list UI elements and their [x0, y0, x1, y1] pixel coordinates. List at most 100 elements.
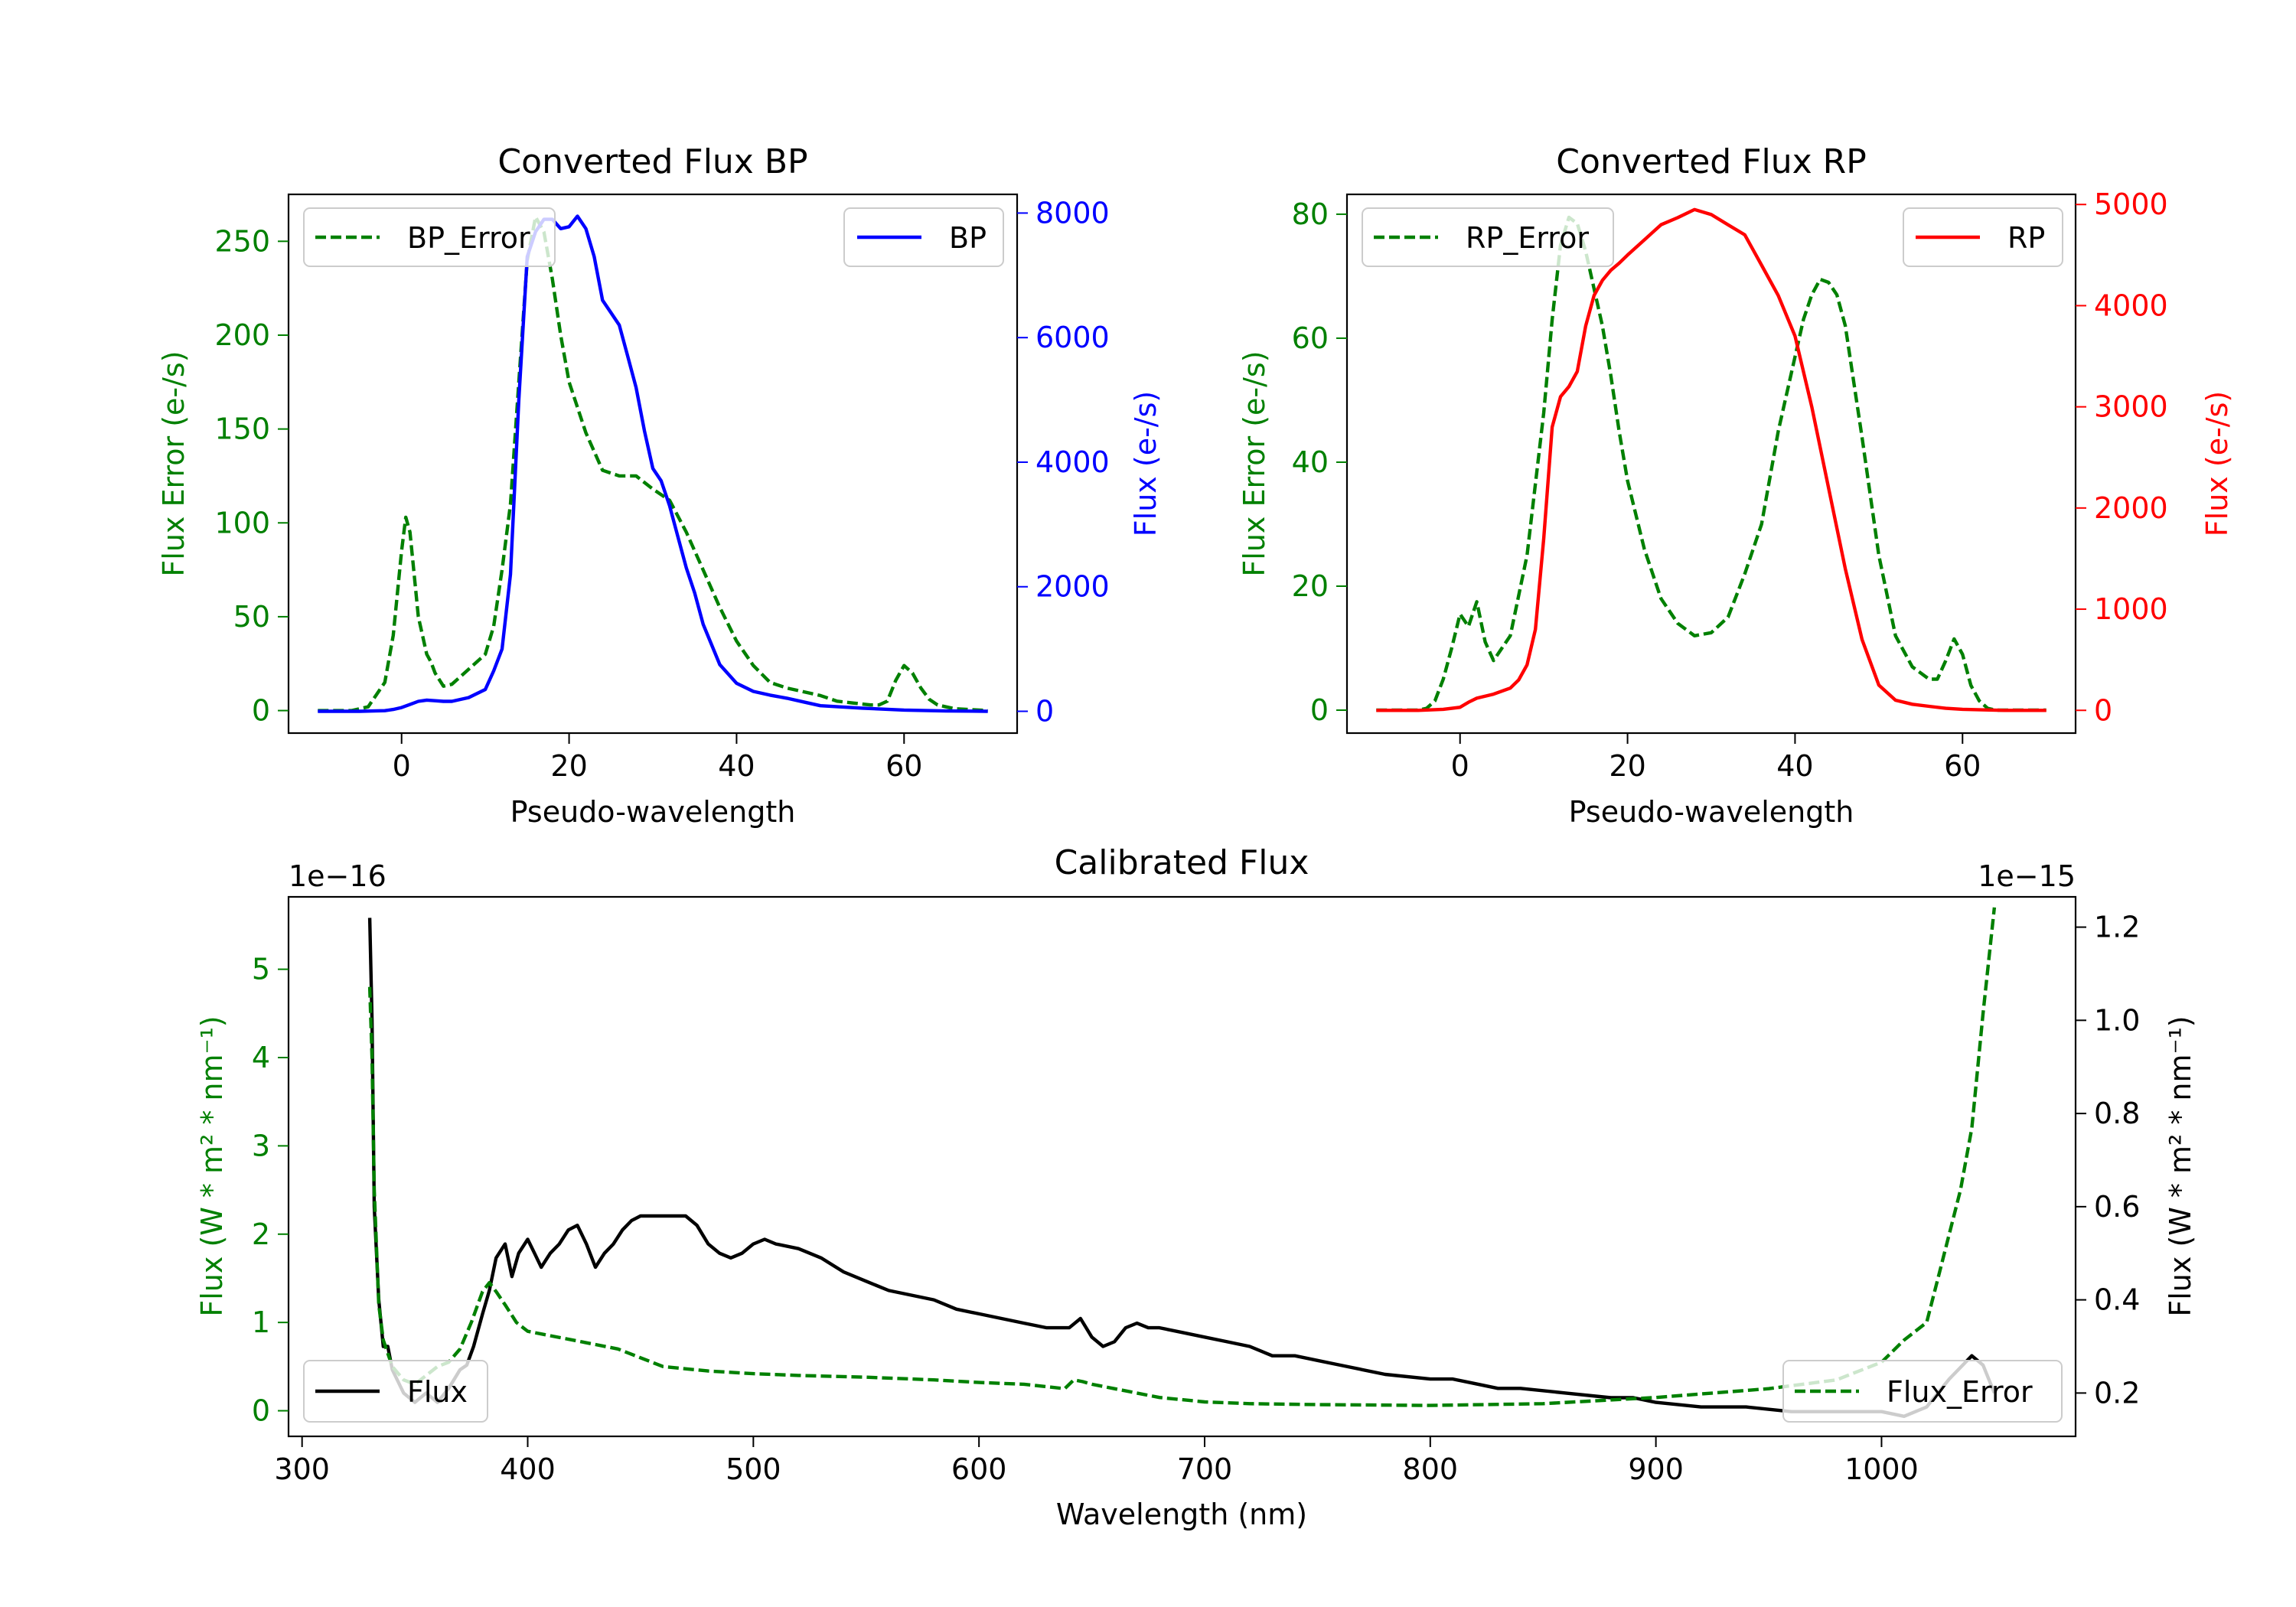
- rp-title: Converted Flux RP: [1556, 142, 1867, 181]
- rp-legend-error-label: RP_Error: [1466, 221, 1589, 255]
- bp-xtick-label: 40: [718, 749, 755, 783]
- rp-legend-flux-box: [1903, 207, 2063, 267]
- rp-legend-error: RP_Error: [1362, 207, 1614, 267]
- calib-ytick-right-label: 1.2: [2094, 911, 2140, 944]
- calib-ylabel-right: Flux (W * m² * nm⁻¹): [2164, 1015, 2197, 1316]
- rp-ytick-right-label: 4000: [2094, 288, 2168, 322]
- calib-ylabel-left: Flux (W * m² * nm⁻¹): [195, 1015, 229, 1316]
- rp-series-rp: [1376, 207, 2047, 712]
- calib-legend-error: Flux_Error: [1782, 1360, 2063, 1423]
- calib-legend-flux: Flux: [303, 1360, 488, 1423]
- bp-ytick-right-label: 8000: [1035, 196, 1110, 230]
- rp-panel: Converted Flux RP 0 20 40 60 0 20 40 60 80 0 1000 2…: [1238, 142, 2234, 829]
- rp-axes-frame: [1345, 193, 2077, 735]
- bp-ytick-right-label: 4000: [1035, 445, 1110, 479]
- calib-ytick-right-label: 1.0: [2094, 1003, 2140, 1037]
- calib-xtick-label: 500: [726, 1452, 781, 1486]
- calib-ytick-left-label: 1: [252, 1305, 270, 1339]
- calib-ytick-right-label: 0.2: [2094, 1376, 2140, 1410]
- calib-plot-lines: [367, 907, 1997, 1419]
- calib-ytick-left-label: 3: [252, 1129, 270, 1162]
- calib-panel: Calibrated Flux 1e−16 1e−15 300 400 500 600…: [195, 843, 2197, 1531]
- calib-ytick-left-label: 0: [252, 1394, 270, 1428]
- rp-ytick-right-label: 5000: [2094, 187, 2168, 221]
- rp-legend-flux: RP: [1903, 207, 2063, 267]
- rp-legend-flux-label: RP: [2007, 221, 2045, 255]
- calib-ytick-left-label: 5: [252, 953, 270, 986]
- calib-xtick-label: 1000: [1844, 1452, 1919, 1486]
- bp-ytick-left-label: 50: [233, 600, 270, 634]
- calib-xtick-label: 900: [1628, 1452, 1684, 1486]
- bp-ytick-right-label: 6000: [1035, 321, 1110, 354]
- bp-ytick-right-label: 2000: [1035, 570, 1110, 604]
- bp-legend-error-box: [303, 207, 556, 267]
- calib-series-flux-error: [367, 907, 1997, 1407]
- bp-series-bp: [318, 214, 988, 713]
- calib-axes-frame: [287, 895, 2077, 1438]
- bp-plot-lines: [318, 214, 988, 713]
- calib-ytick-left-label: 2: [252, 1217, 270, 1251]
- rp-legend-error-box: [1362, 207, 1614, 267]
- rp-xtick-label: 20: [1609, 749, 1645, 783]
- calib-ytick-right-label: 0.4: [2094, 1283, 2140, 1317]
- rp-xlabel: Pseudo-wavelength: [1569, 795, 1854, 829]
- rp-xtick-label: 40: [1776, 749, 1813, 783]
- rp-ytick-right-label: 1000: [2094, 592, 2168, 626]
- bp-ytick-left-label: 250: [214, 224, 270, 258]
- calib-axis-ticks: 300 400 500 600 700 800 900 1000 0 1 2 3 4 5 0.2 0.4 0.6…: [252, 911, 2141, 1486]
- calib-legend-error-box: [1782, 1360, 2063, 1423]
- calib-ytick-left-label: 4: [252, 1041, 270, 1074]
- bp-legend-flux-box: [843, 207, 1004, 267]
- calib-ytick-right-label: 0.8: [2094, 1097, 2140, 1130]
- calib-legend-error-label: Flux_Error: [1887, 1375, 2033, 1409]
- calib-offset-right: 1e−15: [1978, 859, 2076, 893]
- rp-ytick-right-label: 3000: [2094, 390, 2168, 424]
- rp-ytick-right-label: 2000: [2094, 491, 2168, 525]
- bp-title: Converted Flux BP: [497, 142, 807, 181]
- calib-offset-left: 1e−16: [289, 859, 386, 893]
- calib-title: Calibrated Flux: [1055, 843, 1309, 882]
- rp-ytick-left-label: 40: [1292, 445, 1329, 479]
- calib-ytick-right-label: 0.6: [2094, 1190, 2140, 1224]
- calib-xtick-label: 600: [951, 1452, 1007, 1486]
- calib-xtick-label: 700: [1177, 1452, 1233, 1486]
- bp-panel: Converted Flux BP 0 20 40 60 0 50 100 150 200 250…: [157, 142, 1163, 829]
- calib-xlabel: Wavelength (nm): [1056, 1498, 1307, 1531]
- calib-xtick-label: 800: [1403, 1452, 1459, 1486]
- rp-ytick-left-label: 60: [1292, 321, 1329, 355]
- bp-legend-error: BP_Error: [303, 207, 556, 267]
- bp-ytick-left-label: 200: [214, 318, 270, 352]
- calib-xtick-label: 400: [500, 1452, 556, 1486]
- bp-legend-error-label: BP_Error: [407, 221, 530, 255]
- rp-axis-ticks: 0 20 40 60 0 20 40 60 80 0 1000 2000 3000 4000 5000: [1292, 187, 2168, 783]
- bp-ylabel-left: Flux Error (e-/s): [157, 350, 191, 576]
- bp-legend-flux-label: BP: [949, 221, 987, 255]
- calib-xtick-label: 300: [274, 1452, 330, 1486]
- calib-series-flux: [367, 918, 1996, 1419]
- rp-ylabel-left: Flux Error (e-/s): [1238, 350, 1271, 576]
- bp-series-bp-error: [318, 215, 988, 712]
- bp-ytick-right-label: 0: [1035, 695, 1054, 729]
- rp-ytick-right-label: 0: [2094, 693, 2112, 727]
- bp-legend-flux: BP: [843, 207, 1004, 267]
- bp-axis-ticks: 0 20 40 60 0 50 100 150 200 250 0 2000 4000 6000 8000: [214, 196, 1109, 783]
- calib-legend-flux-label: Flux: [407, 1375, 468, 1409]
- bp-xlabel: Pseudo-wavelength: [510, 795, 796, 829]
- bp-ytick-left-label: 150: [214, 412, 270, 446]
- bp-axes-frame: [287, 193, 1019, 735]
- bp-ytick-left-label: 0: [252, 694, 270, 728]
- rp-ytick-left-label: 20: [1292, 569, 1329, 603]
- rp-ytick-left-label: 80: [1292, 197, 1329, 231]
- rp-plot-lines: [1376, 207, 2047, 712]
- bp-xtick-label: 60: [885, 749, 922, 783]
- rp-ylabel-right: Flux (e-/s): [2200, 391, 2234, 536]
- calib-legend-flux-box: [303, 1360, 488, 1423]
- bp-xtick-label: 0: [393, 749, 411, 783]
- rp-xtick-label: 60: [1944, 749, 1981, 783]
- bp-ytick-left-label: 100: [214, 506, 270, 539]
- rp-ytick-left-label: 0: [1310, 693, 1329, 727]
- bp-xtick-label: 20: [550, 749, 587, 783]
- rp-xtick-label: 0: [1451, 749, 1469, 783]
- rp-series-rp-error: [1376, 215, 2047, 712]
